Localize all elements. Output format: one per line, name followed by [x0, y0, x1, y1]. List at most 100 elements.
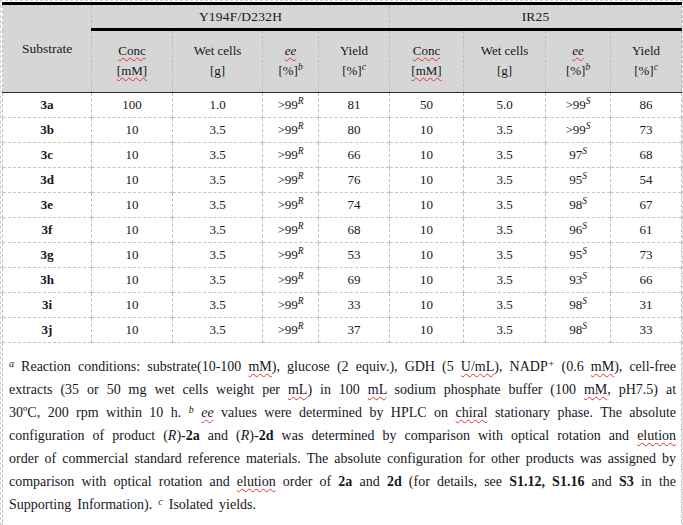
substrate-cell: 3d	[3, 168, 92, 193]
configuration-superscript: R	[298, 196, 304, 206]
value-cell: 68	[319, 218, 390, 243]
configuration-superscript: R	[298, 171, 304, 181]
footnote-segment: values were determined by HPLC on	[214, 405, 456, 420]
footnote-segment: 2d	[387, 474, 402, 489]
footnote-segment: )-	[176, 428, 185, 443]
col-header-unit-line: [g]	[173, 61, 262, 81]
table-row-3b: 3b103.5>99R80103.5>99S73	[3, 118, 682, 143]
value-cell: 73	[611, 118, 682, 143]
footnote-segment: sodium phosphate buffer (100	[387, 382, 584, 397]
configuration-superscript: R	[298, 96, 304, 106]
cell-value: 86	[640, 97, 653, 112]
value-cell: >99R	[263, 293, 319, 318]
table-body: 3a1001.0>99R81505.0>99S863b103.5>99R8010…	[3, 93, 682, 343]
value-cell: 10	[390, 218, 464, 243]
footnote-segment: 2d	[259, 428, 274, 443]
value-cell: 10	[390, 193, 464, 218]
col-header-unit-line: [mM]	[390, 61, 463, 81]
cell-value: 10	[126, 222, 139, 237]
value-cell: 3.5	[173, 318, 263, 343]
substrate-cell: 3g	[3, 243, 92, 268]
configuration-superscript: S	[582, 246, 587, 256]
cell-value: 53	[348, 247, 361, 262]
value-cell: 97S	[546, 143, 611, 168]
col-header-wet-cells: Wet cells [g]	[173, 30, 263, 93]
cell-value: 1.0	[209, 97, 225, 112]
table-row-3f: 3f103.5>99R68103.596S61	[3, 218, 682, 243]
col-header-unit-line: [%]c	[611, 61, 681, 81]
cell-value: 95	[569, 247, 582, 262]
cell-value: 3.5	[496, 247, 512, 262]
value-cell: 3.5	[173, 293, 263, 318]
cell-value: 3.5	[209, 272, 225, 287]
cell-value: 73	[640, 247, 653, 262]
cell-value: 80	[348, 122, 361, 137]
footnote-segment: 2a	[186, 428, 200, 443]
value-cell: 31	[611, 293, 682, 318]
cell-value: >99	[277, 172, 297, 187]
group-header-row: Substrate Y194F/D232H IR25	[3, 4, 682, 30]
cell-value: 61	[640, 222, 653, 237]
cell-value: 73	[640, 122, 653, 137]
value-cell: 98S	[546, 318, 611, 343]
footnote-segment: ee	[201, 405, 213, 420]
cell-value: 3.5	[209, 322, 225, 337]
cell-value: 10	[420, 172, 433, 187]
cell-value: 98	[569, 197, 582, 212]
cell-value: 10	[126, 247, 139, 262]
cell-value: >99	[277, 147, 297, 162]
table-row-3h: 3h103.5>99R69103.593S66	[3, 268, 682, 293]
col-header-top-line: ee	[263, 41, 318, 61]
cell-value: 3.5	[496, 322, 512, 337]
value-cell: >99R	[263, 268, 319, 293]
cell-value: 66	[348, 147, 361, 162]
substrate-cell: 3f	[3, 218, 92, 243]
col-header-unit-line: [%]c	[319, 61, 389, 81]
column-header-row: Conc[mM]Wet cells[g]ee[%]bYield[%]cConc[…	[3, 30, 682, 93]
cell-value: 10	[126, 172, 139, 187]
cell-value: 54	[640, 172, 653, 187]
cell-value: 10	[420, 222, 433, 237]
value-cell: 10	[390, 318, 464, 343]
cell-value: >99	[277, 247, 297, 262]
value-cell: 76	[319, 168, 390, 193]
cell-value: 3.5	[209, 297, 225, 312]
cell-value: >99	[277, 222, 297, 237]
table-row-3e: 3e103.5>99R74103.598S67	[3, 193, 682, 218]
configuration-superscript: S	[582, 146, 587, 156]
configuration-superscript: S	[582, 171, 587, 181]
col-header-label: Wet cells	[194, 43, 242, 58]
results-table: Substrate Y194F/D232H IR25 Conc[mM]Wet c…	[2, 2, 682, 525]
configuration-superscript: S	[582, 271, 587, 281]
col-header-label: Yield	[340, 43, 368, 58]
cell-value: 98	[569, 322, 582, 337]
configuration-superscript: R	[298, 321, 304, 331]
document-page: Substrate Y194F/D232H IR25 Conc[mM]Wet c…	[0, 0, 683, 525]
table-row-3c: 3c103.5>99R66103.597S68	[3, 143, 682, 168]
footnote-segment: was determined by comparison with optica…	[273, 428, 637, 443]
footnote-segment: order of	[276, 474, 339, 489]
col-header-unit-line: [%]b	[546, 61, 610, 81]
value-cell: 10	[390, 118, 464, 143]
configuration-superscript: S	[582, 296, 587, 306]
substrate-column-header: Substrate	[3, 4, 92, 93]
value-cell: 3.5	[173, 118, 263, 143]
cell-value: >99	[277, 297, 297, 312]
col-header-footnote-marker: b	[585, 62, 590, 72]
substrate-cell: 3j	[3, 318, 92, 343]
cell-value: 68	[640, 147, 653, 162]
value-cell: 3.5	[173, 268, 263, 293]
col-header-conc: Conc[mM]	[92, 30, 173, 93]
value-cell: >99S	[546, 118, 611, 143]
col-header-unit: [%]	[634, 63, 654, 78]
value-cell: 3.5	[464, 118, 546, 143]
value-cell: 10	[92, 118, 173, 143]
col-header-unit: [%]	[278, 63, 298, 78]
footnote-segment: ) in 100	[307, 382, 367, 397]
footnote-segment: mL	[288, 382, 307, 397]
configuration-superscript: R	[298, 296, 304, 306]
footnote-segment: chiral	[456, 405, 488, 420]
value-cell: 10	[390, 268, 464, 293]
cell-value: 3.5	[209, 197, 225, 212]
cell-value: 10	[420, 322, 433, 337]
